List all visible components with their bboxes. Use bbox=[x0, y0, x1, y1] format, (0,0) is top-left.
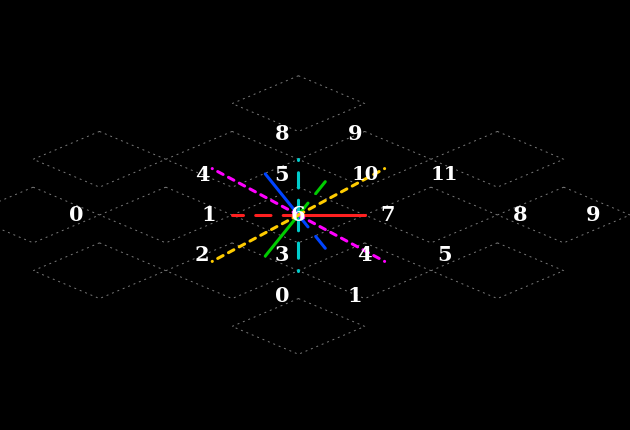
Text: 9: 9 bbox=[586, 205, 601, 225]
Text: 1: 1 bbox=[348, 286, 362, 306]
Text: 5: 5 bbox=[437, 245, 452, 265]
Text: 0: 0 bbox=[69, 205, 84, 225]
Text: 6: 6 bbox=[291, 205, 306, 225]
Text: 11: 11 bbox=[430, 166, 458, 184]
Text: 4: 4 bbox=[357, 245, 372, 265]
Text: 5: 5 bbox=[275, 165, 289, 185]
Text: 3: 3 bbox=[275, 245, 289, 265]
Text: 7: 7 bbox=[381, 205, 395, 225]
Text: 8: 8 bbox=[275, 124, 289, 144]
Text: 2: 2 bbox=[195, 245, 210, 265]
Text: 10: 10 bbox=[351, 166, 379, 184]
Text: 1: 1 bbox=[202, 205, 216, 225]
Text: 8: 8 bbox=[513, 205, 528, 225]
Text: 9: 9 bbox=[348, 124, 362, 144]
Text: 4: 4 bbox=[195, 165, 210, 185]
Text: 0: 0 bbox=[275, 286, 289, 306]
